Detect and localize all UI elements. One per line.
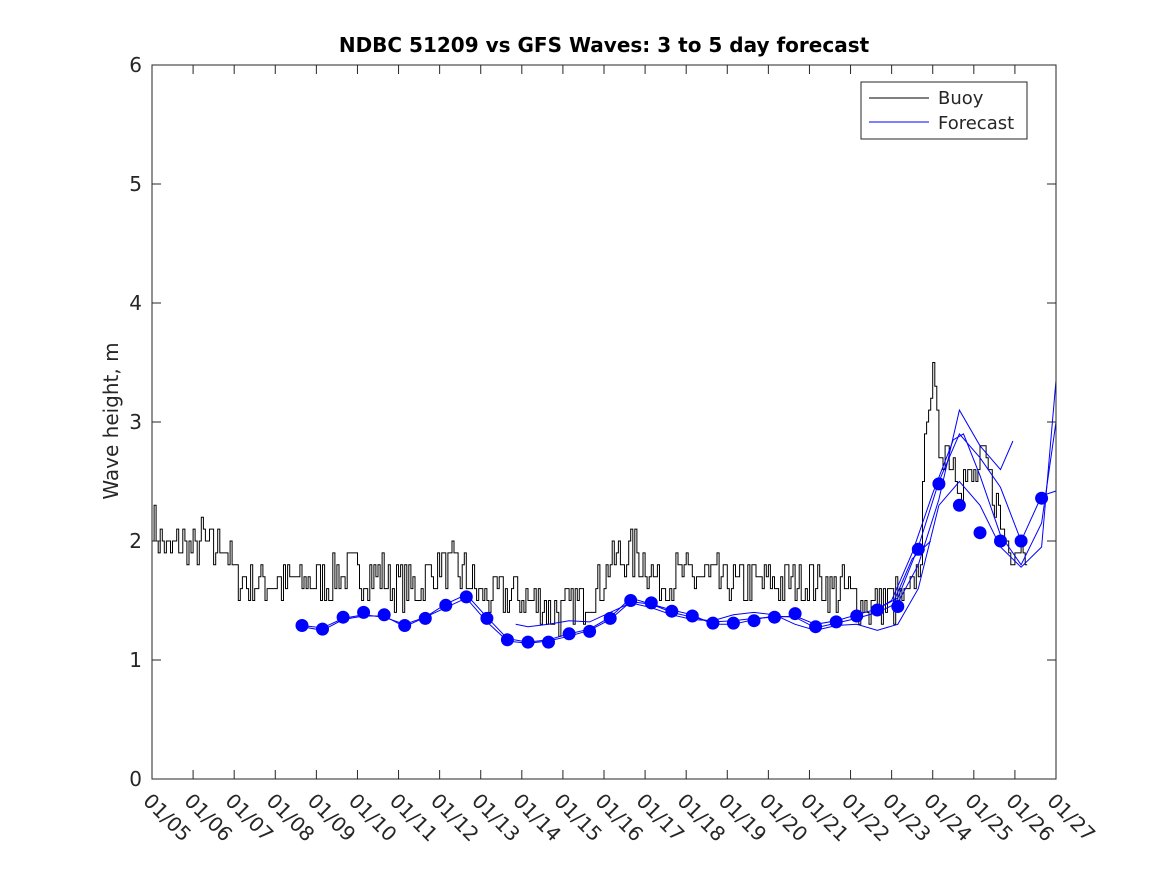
forecast-point: [562, 627, 576, 641]
forecast-point: [583, 624, 597, 638]
forecast-point: [480, 611, 494, 625]
forecast-point: [439, 598, 453, 612]
y-tick-label: 1: [129, 648, 142, 672]
forecast-point: [521, 635, 535, 649]
forecast-point: [316, 622, 329, 636]
forecast-point: [809, 620, 823, 634]
plot-area: [152, 362, 1057, 649]
y-axis-label: Wave height, m: [99, 342, 123, 499]
y-tick-label: 3: [129, 410, 142, 434]
forecast-point: [870, 603, 884, 617]
y-tick-label: 6: [129, 53, 142, 77]
forecast-point: [726, 616, 740, 630]
forecast-point: [891, 600, 905, 613]
forecast-point: [624, 594, 638, 607]
forecast-point: [459, 590, 473, 604]
forecast-point: [357, 605, 371, 619]
chart-title: NDBC 51209 vs GFS Waves: 3 to 5 day fore…: [339, 33, 870, 57]
forecast-series-line-4: [870, 421, 1057, 613]
forecast-point: [1014, 534, 1028, 548]
forecast-point: [1035, 491, 1049, 505]
y-tick-label: 0: [129, 767, 142, 791]
forecast-point: [295, 619, 309, 632]
forecast-point: [747, 614, 761, 628]
forecast-series-line-5: [891, 540, 932, 607]
y-tick-label: 2: [129, 529, 142, 553]
forecast-point: [952, 498, 966, 512]
forecast-point: [973, 526, 987, 540]
forecast-point: [336, 610, 350, 624]
forecast-point: [665, 604, 679, 618]
buoy-series-line: [152, 362, 1028, 637]
legend-forecast-label: Forecast: [938, 113, 1014, 134]
forecast-point: [603, 611, 617, 625]
forecast-point: [850, 609, 864, 623]
forecast-point: [768, 610, 781, 624]
legend-box: [860, 81, 1028, 140]
forecast-point: [542, 635, 555, 649]
forecast-point: [644, 596, 658, 610]
forecast-point: [932, 477, 946, 491]
forecast-point: [418, 611, 432, 625]
forecast-point: [398, 619, 412, 632]
y-tick-label: 4: [129, 291, 142, 315]
forecast-point: [994, 534, 1007, 548]
y-tick-label: 5: [129, 172, 142, 196]
forecast-point: [685, 609, 699, 623]
forecast-point: [829, 615, 843, 629]
legend-buoy-label: Buoy: [938, 88, 984, 109]
forecast-point: [500, 633, 514, 647]
legend: Buoy Forecast: [860, 81, 1028, 140]
forecast-series-line-3: [515, 380, 1057, 631]
forecast-point: [911, 542, 925, 556]
forecast-point: [377, 608, 391, 622]
forecast-point: [788, 607, 802, 621]
forecast-point: [706, 616, 720, 630]
